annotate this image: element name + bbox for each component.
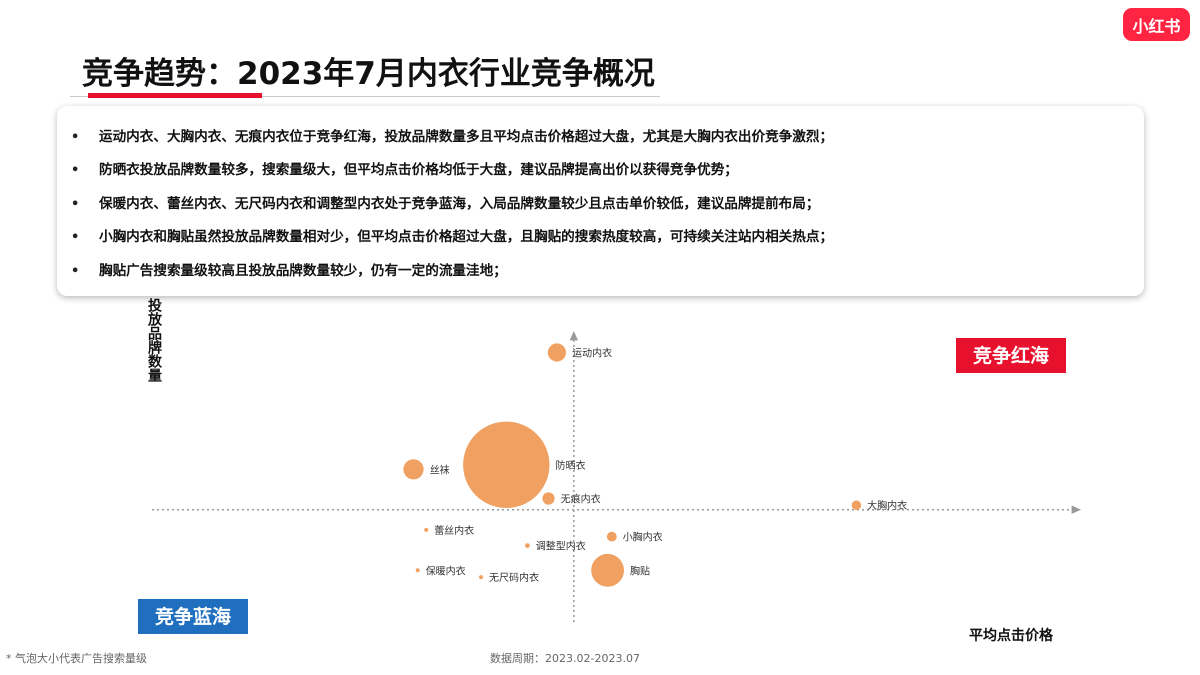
bubble-10: [479, 575, 483, 580]
bubble-label: 调整型内衣: [536, 540, 586, 553]
bubble-4: [851, 500, 862, 510]
bubble-1: [463, 421, 550, 508]
bubble-label: 运动内衣: [572, 347, 612, 360]
summary-panel: 运动内衣、大胸内衣、无痕内衣位于竞争红海，投放品牌数量多且平均点击价格超过大盘，…: [57, 106, 1144, 296]
bubble-label: 胸贴: [630, 564, 650, 577]
summary-item: 小胸内衣和胸贴虽然投放品牌数量相对少，但平均点击价格超过大盘，且胸贴的搜索热度较…: [57, 228, 1144, 247]
bubble-2: [403, 459, 424, 480]
title-accent-bar: [88, 93, 262, 98]
bubble-6: [606, 531, 617, 542]
blue-ocean-label-text: 竞争蓝海: [155, 605, 231, 628]
y-axis-label: 投放品牌数量: [146, 298, 163, 383]
red-ocean-label-text: 竞争红海: [973, 344, 1049, 367]
summary-item: 保暖内衣、蕾丝内衣、无尺码内衣和调整型内衣处于竞争蓝海，入局品牌数量较少且点击单…: [57, 195, 1144, 214]
bubble-size-footnote: * 气泡大小代表广告搜索量级: [6, 652, 147, 665]
brand-logo: 小红书: [1123, 8, 1190, 41]
red-ocean-label: 竞争红海: [956, 338, 1066, 373]
bubble-label: 丝袜: [430, 463, 450, 476]
x-axis-label: 平均点击价格: [969, 627, 1054, 644]
blue-ocean-label: 竞争蓝海: [138, 599, 248, 634]
y-axis-label-text: 投放品牌数量: [146, 298, 163, 383]
summary-list: 运动内衣、大胸内衣、无痕内衣位于竞争红海，投放品牌数量多且平均点击价格超过大盘，…: [57, 106, 1144, 281]
page-title: 竞争趋势：2023年7月内衣行业竞争概况: [82, 56, 655, 92]
summary-item: 防晒衣投放品牌数量较多，搜索量级大，但平均点击价格均低于大盘，建议品牌提高出价以…: [57, 161, 1144, 180]
bubble-7: [525, 543, 530, 548]
summary-item: 运动内衣、大胸内衣、无痕内衣位于竞争红海，投放品牌数量多且平均点击价格超过大盘，…: [57, 128, 1144, 147]
data-period: 数据周期：2023.02-2023.07: [490, 652, 640, 665]
bubble-label: 保暖内衣: [426, 564, 466, 577]
bubble-5: [424, 527, 429, 532]
bubble-3: [542, 492, 555, 505]
title-divider: [70, 96, 660, 97]
bubble-label: 防晒衣: [556, 459, 586, 472]
bubble-label: 小胸内衣: [623, 531, 663, 544]
bubble-9: [415, 568, 420, 573]
bubble-label: 无痕内衣: [561, 493, 601, 506]
summary-item: 胸贴广告搜索量级较高且投放品牌数量较少，仍有一定的流量洼地；: [57, 262, 1144, 281]
bubble-label: 蕾丝内衣: [434, 524, 474, 537]
bubble-label: 大胸内衣: [867, 499, 907, 512]
bubble-0: [547, 343, 567, 362]
bubble-label: 无尺码内衣: [489, 571, 539, 584]
bubble-8: [591, 553, 624, 587]
